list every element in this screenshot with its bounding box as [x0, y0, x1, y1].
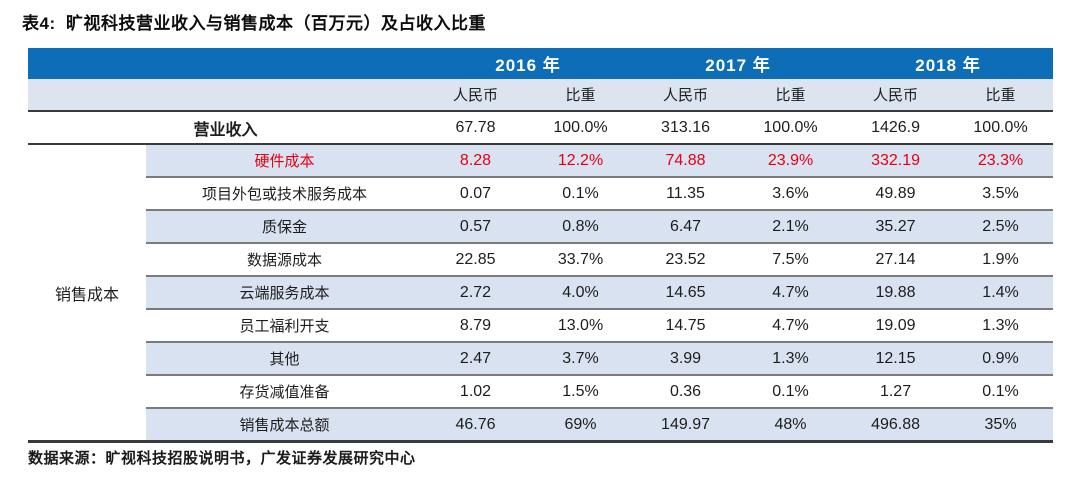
value-cell: 12.2%	[528, 144, 634, 178]
subheader-rmb-2017: 人民币	[633, 79, 739, 112]
value-cell: 1.02	[423, 375, 528, 409]
table-row-other-cost: 其他 2.47 3.7% 3.99 1.3% 12.15 0.9%	[28, 342, 1054, 376]
value-cell: 0.1%	[948, 375, 1054, 409]
subheader-rmb-2018: 人民币	[843, 79, 949, 112]
table-title: 表4: 旷视科技营业收入与销售成本（百万元）及占收入比重	[22, 14, 487, 33]
value-cell: 13.0%	[528, 309, 634, 343]
value-cell: 1.5%	[528, 375, 634, 409]
cost-group-label: 销售成本	[28, 144, 146, 443]
data-table: 2016 年 2017 年 2018 年 人民币 比重 人民币 比重 人民币 比…	[28, 48, 1054, 443]
table-row-outsourcing-cost: 项目外包或技术服务成本 0.07 0.1% 11.35 3.6% 49.89 3…	[28, 177, 1054, 211]
subheader-blank	[28, 79, 423, 112]
row-label-cost: 其他	[146, 342, 423, 376]
value-cell: 0.8%	[528, 210, 634, 244]
value-cell: 23.52	[633, 243, 739, 277]
year-header-2018: 2018 年	[843, 48, 1054, 79]
value-cell: 19.09	[843, 309, 949, 343]
value-cell: 1.4%	[948, 276, 1054, 310]
value-cell: 2.1%	[738, 210, 844, 244]
row-label-cost: 销售成本总额	[146, 408, 423, 442]
subheader-share-2017: 比重	[738, 79, 844, 112]
value-cell: 4.7%	[738, 309, 844, 343]
value-cell: 0.1%	[528, 177, 634, 211]
value-cell: 12.15	[843, 342, 949, 376]
subheader-rmb-2016: 人民币	[423, 79, 528, 112]
value-cell: 49.89	[843, 177, 949, 211]
row-label-cost: 存货减值准备	[146, 375, 423, 409]
value-cell: 14.65	[633, 276, 739, 310]
value-cell: 149.97	[633, 408, 739, 442]
value-cell: 48%	[738, 408, 844, 442]
value-cell: 100.0%	[948, 111, 1054, 145]
table-row-inventory-writedown: 存货减值准备 1.02 1.5% 0.36 0.1% 1.27 0.1%	[28, 375, 1054, 409]
value-cell: 35%	[948, 408, 1054, 442]
value-cell: 19.88	[843, 276, 949, 310]
value-cell: 6.47	[633, 210, 739, 244]
value-cell: 8.79	[423, 309, 528, 343]
value-cell: 0.07	[423, 177, 528, 211]
value-cell: 1426.9	[843, 111, 949, 145]
value-cell: 0.9%	[948, 342, 1054, 376]
value-cell: 69%	[528, 408, 634, 442]
value-cell: 4.7%	[738, 276, 844, 310]
table-row-hardware-cost: 销售成本 硬件成本 8.28 12.2% 74.88 23.9% 332.19 …	[28, 144, 1054, 443]
value-cell: 313.16	[633, 111, 739, 145]
value-cell: 0.57	[423, 210, 528, 244]
value-cell: 7.5%	[738, 243, 844, 277]
value-cell: 1.3%	[738, 342, 844, 376]
value-cell: 3.7%	[528, 342, 634, 376]
value-cell: 0.36	[633, 375, 739, 409]
table-row-total-cost: 销售成本总额 46.76 69% 149.97 48% 496.88 35%	[28, 408, 1054, 442]
value-cell: 11.35	[633, 177, 739, 211]
value-cell: 496.88	[843, 408, 949, 442]
source-note: 数据来源：旷视科技招股说明书，广发证券发展研究中心	[28, 450, 416, 467]
value-cell: 22.85	[423, 243, 528, 277]
row-label-cost: 员工福利开支	[146, 309, 423, 343]
value-cell: 1.3%	[948, 309, 1054, 343]
value-cell: 2.47	[423, 342, 528, 376]
row-label-cost: 项目外包或技术服务成本	[146, 177, 423, 211]
subheader-share-2018: 比重	[948, 79, 1054, 112]
table-row-warranty-cost: 质保金 0.57 0.8% 6.47 2.1% 35.27 2.5%	[28, 210, 1054, 244]
value-cell: 35.27	[843, 210, 949, 244]
value-cell: 27.14	[843, 243, 949, 277]
value-cell: 0.1%	[738, 375, 844, 409]
table-row-cloud-service-cost: 云端服务成本 2.72 4.0% 14.65 4.7% 19.88 1.4%	[28, 276, 1054, 310]
value-cell: 2.5%	[948, 210, 1054, 244]
year-header-2017: 2017 年	[633, 48, 844, 79]
value-cell: 1.27	[843, 375, 949, 409]
value-cell: 3.5%	[948, 177, 1054, 211]
value-cell: 23.9%	[738, 144, 844, 178]
subheader-row: 人民币 比重 人民币 比重 人民币 比重	[28, 79, 1054, 112]
row-label-cost: 质保金	[146, 210, 423, 244]
row-label-cost: 数据源成本	[146, 243, 423, 277]
value-cell: 2.72	[423, 276, 528, 310]
row-label-revenue: 营业收入	[28, 111, 423, 145]
table-row-revenue: 营业收入 67.78 100.0% 313.16 100.0% 1426.9 1…	[28, 111, 1054, 145]
subheader-share-2016: 比重	[528, 79, 634, 112]
value-cell: 3.99	[633, 342, 739, 376]
value-cell: 23.3%	[948, 144, 1054, 178]
value-cell: 14.75	[633, 309, 739, 343]
value-cell: 332.19	[843, 144, 949, 178]
value-cell: 100.0%	[528, 111, 634, 145]
value-cell: 33.7%	[528, 243, 634, 277]
value-cell: 46.76	[423, 408, 528, 442]
year-header-2016: 2016 年	[423, 48, 634, 79]
value-cell: 1.9%	[948, 243, 1054, 277]
value-cell: 67.78	[423, 111, 528, 145]
year-header-blank	[28, 48, 423, 79]
value-cell: 8.28	[423, 144, 528, 178]
value-cell: 74.88	[633, 144, 739, 178]
table-row-data-source-cost: 数据源成本 22.85 33.7% 23.52 7.5% 27.14 1.9%	[28, 243, 1054, 277]
row-label-cost: 硬件成本	[146, 144, 423, 178]
row-label-cost: 云端服务成本	[146, 276, 423, 310]
year-header-row: 2016 年 2017 年 2018 年	[28, 48, 1054, 79]
table-row-employee-benefit-cost: 员工福利开支 8.79 13.0% 14.75 4.7% 19.09 1.3%	[28, 309, 1054, 343]
value-cell: 4.0%	[528, 276, 634, 310]
value-cell: 100.0%	[738, 111, 844, 145]
value-cell: 3.6%	[738, 177, 844, 211]
